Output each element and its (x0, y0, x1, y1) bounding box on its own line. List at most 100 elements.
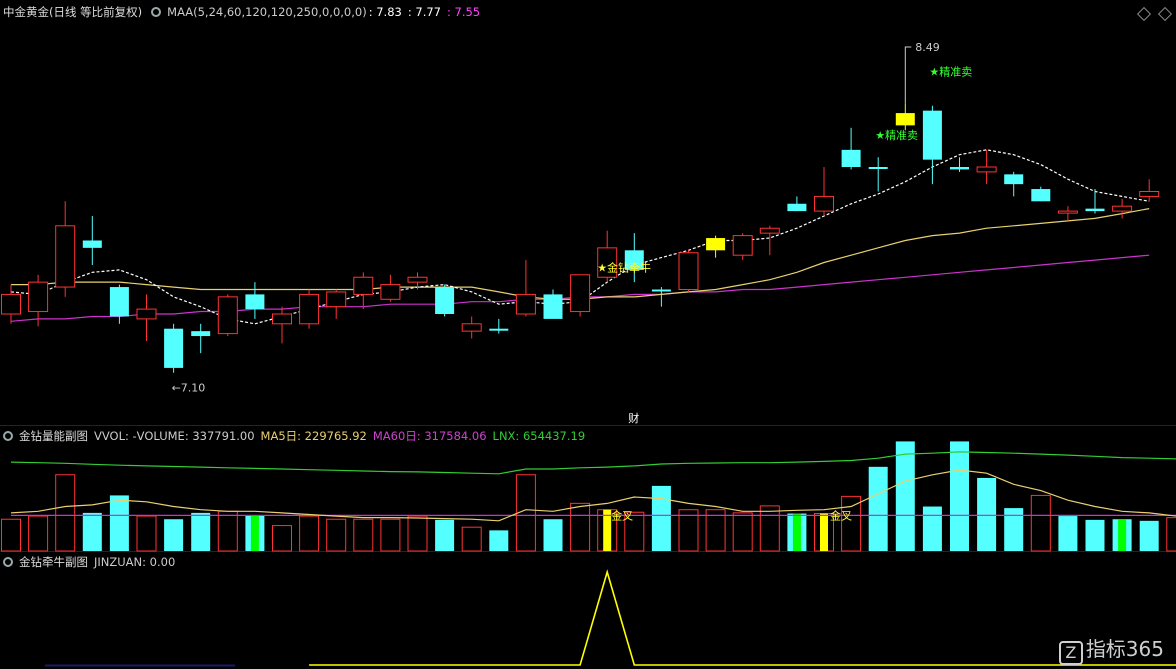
volume-bar (624, 511, 645, 552)
volume-bar (28, 515, 49, 552)
logo-text: 指标365 (1085, 637, 1164, 661)
low-price-label: ←7.10 (172, 382, 206, 395)
high-price-label: 8.49 (915, 41, 940, 54)
volume-bar (1004, 508, 1024, 551)
volume-panel-name[interactable]: 金钻量能副图 (19, 429, 88, 443)
vvol-value: VVOL: - (94, 429, 137, 443)
candle (489, 328, 509, 331)
golden-cross-label: 金叉 (611, 508, 633, 522)
candle (136, 308, 157, 320)
candle (597, 247, 618, 278)
volume-bar (651, 485, 671, 551)
gear-icon[interactable] (3, 557, 13, 567)
volume-value: VOLUME: 337791.00 (136, 429, 255, 443)
lnx-value: LNX: 654437.19 (492, 429, 586, 443)
buy-signal-label: ★金钻牵牛 (597, 260, 651, 274)
volume-bar (868, 466, 888, 551)
volume-bar (82, 512, 102, 551)
candle (28, 281, 49, 313)
gear-icon[interactable] (3, 431, 13, 441)
volume-bar (55, 474, 76, 552)
main-chart-header: 中金黄金(日线 等比前复权) MAA(5,24,60,120,120,250,0… (0, 3, 486, 21)
candle (976, 166, 997, 173)
candle (624, 250, 644, 270)
volume-bar (217, 510, 238, 552)
candle (380, 284, 401, 300)
volume-bar (1166, 517, 1176, 552)
candle (543, 294, 563, 319)
jinzuan-line (309, 569, 1176, 666)
ma-white-line (10, 149, 1150, 325)
candle (841, 149, 861, 167)
stock-title[interactable]: 中金黄金(日线 等比前复权) (3, 5, 143, 19)
volume-bar (678, 509, 699, 552)
candle (1, 293, 21, 315)
candle (570, 274, 591, 313)
volume-bar (543, 519, 563, 551)
candle (217, 296, 238, 335)
gear-icon[interactable] (151, 7, 162, 17)
logo-mark-icon: Z (1058, 641, 1083, 665)
golden-cross-label: 金叉 (830, 508, 852, 522)
volume-bar (272, 525, 292, 552)
volume-bar (570, 502, 591, 552)
candle (55, 225, 76, 288)
volume-bar-highlight (1118, 519, 1127, 551)
candle (678, 252, 699, 290)
volume-bar (705, 509, 726, 552)
candle (272, 313, 292, 325)
volume-bar (1, 518, 21, 552)
candle (164, 328, 184, 368)
volume-bar (1139, 520, 1159, 551)
jinzuan-panel-name[interactable]: 金钻牵牛副图 (19, 555, 88, 569)
volume-bar (759, 505, 780, 552)
candle (82, 240, 102, 248)
ma-indicator-name[interactable]: MAA(5,24,60,120,120,250,0,0,0,0) (167, 5, 367, 19)
ma60-value: MA60日: 317584.06 (372, 429, 487, 443)
ma-value-2: : 7.77 (407, 5, 441, 19)
candle (1085, 208, 1105, 212)
volume-bar (109, 495, 129, 551)
ma-value-3: : 7.55 (446, 5, 481, 19)
volume-bar (326, 518, 347, 552)
volume-bar (407, 515, 428, 552)
volume-bar-highlight (250, 515, 259, 551)
candle (191, 331, 211, 337)
candle (651, 289, 671, 292)
candle (787, 203, 807, 212)
volume-bar (950, 441, 969, 551)
volume-bar (1030, 494, 1051, 552)
volume-bar (435, 519, 455, 551)
volume-panel-header: 金钻量能副图 VVOL: - VOLUME: 337791.00 MA5日: 2… (0, 427, 591, 445)
ma5-value: MA5日: 229765.92 (260, 429, 367, 443)
ma-value-1: : 7.83 (368, 5, 402, 19)
volume-bar-highlight (792, 513, 801, 551)
candle (515, 293, 536, 315)
sell-signal-label: ★精准卖 (875, 129, 918, 142)
volume-bar (489, 530, 509, 551)
candle (461, 323, 482, 332)
volume-bar (515, 474, 536, 552)
candle (922, 110, 942, 160)
volume-bar (1058, 516, 1078, 551)
panel-separator[interactable] (0, 551, 1176, 552)
volume-bar (732, 512, 753, 552)
volume-bar (191, 512, 211, 551)
candle (299, 293, 320, 325)
candle (435, 287, 455, 314)
volume-bar (1085, 519, 1105, 551)
volume-bar (136, 515, 157, 552)
volume-bar (922, 506, 942, 551)
panel-separator[interactable] (0, 425, 1176, 426)
volume-bar (841, 495, 862, 552)
ma5-line (10, 469, 1176, 522)
sell-signal-label: ★精准卖 (929, 65, 972, 78)
candle (245, 294, 265, 310)
volume-bar (380, 518, 401, 552)
volume-bar (353, 518, 374, 552)
logo: Z 指标365 (1058, 633, 1164, 665)
jinzuan-value: JINZUAN: 0.00 (94, 555, 176, 569)
volume-bar (977, 477, 997, 551)
candle (326, 291, 347, 308)
